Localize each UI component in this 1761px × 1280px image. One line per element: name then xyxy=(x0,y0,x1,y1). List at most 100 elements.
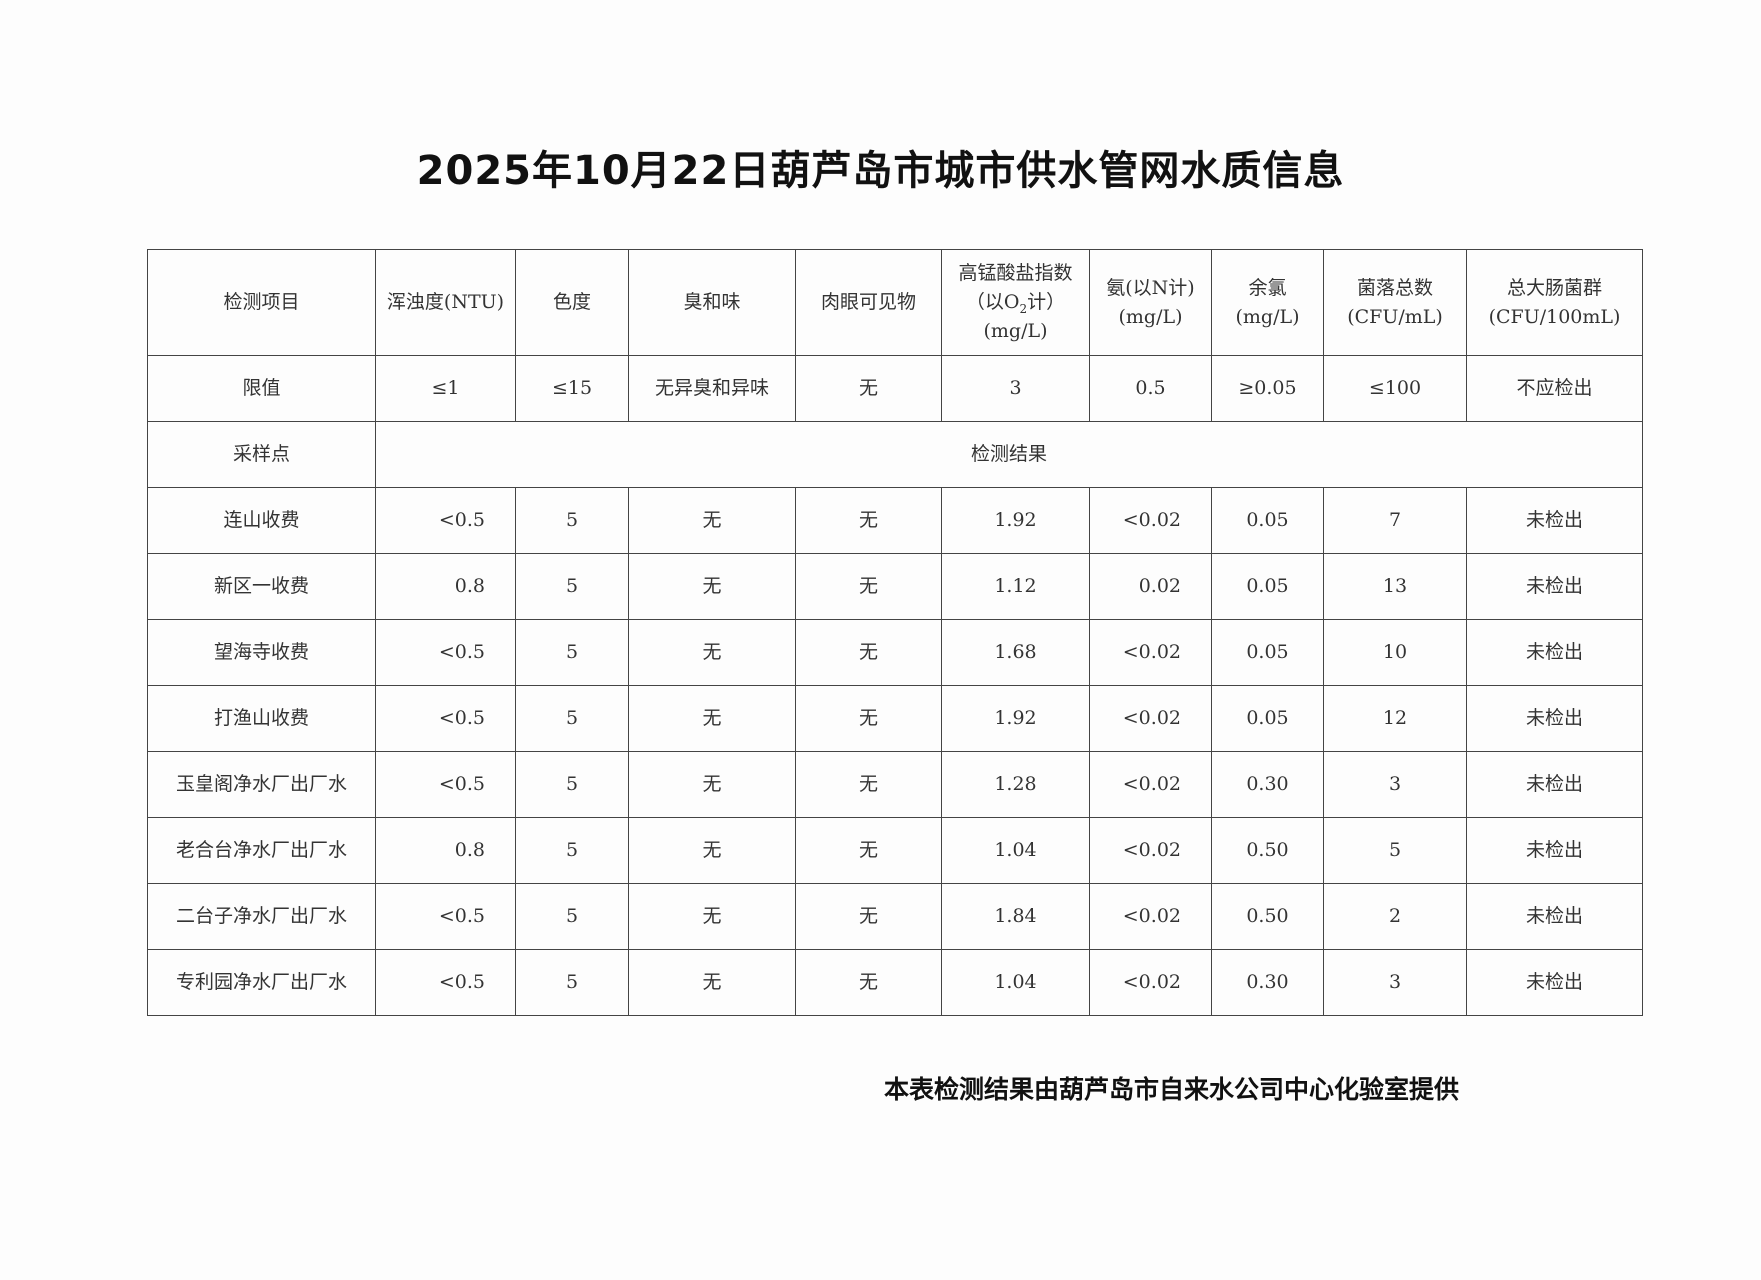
header-line: 高锰酸盐指数 xyxy=(958,262,1073,285)
result-cell: 0.8 xyxy=(375,817,516,884)
sampling-point-label: 采样点 xyxy=(147,421,376,488)
sampling-point-cell: 二台子净水厂出厂水 xyxy=(147,883,376,950)
result-cell: 未检出 xyxy=(1466,817,1643,884)
result-cell: 5 xyxy=(515,949,629,1016)
result-cell: 0.50 xyxy=(1211,817,1324,884)
water-quality-table: 检测项目 浑浊度(NTU) 色度 臭和味 肉眼可见物 高锰酸盐指数 （以O2计）(… xyxy=(147,249,1643,1016)
result-cell: 无 xyxy=(628,487,796,554)
limit-cell: ≤1 xyxy=(375,355,516,422)
result-cell: 2 xyxy=(1323,883,1467,950)
header-line: 余氯 xyxy=(1248,277,1287,299)
results-label: 检测结果 xyxy=(375,421,1643,488)
sampling-point-cell: 新区一收费 xyxy=(147,553,376,620)
result-cell: 无 xyxy=(628,883,796,950)
result-cell: 0.05 xyxy=(1211,553,1324,620)
result-cell: 未检出 xyxy=(1466,685,1643,752)
result-cell: <0.5 xyxy=(375,619,516,686)
result-cell: <0.02 xyxy=(1089,685,1212,752)
result-cell: 1.92 xyxy=(941,685,1090,752)
result-cell: <0.02 xyxy=(1089,883,1212,950)
result-cell: <0.5 xyxy=(375,949,516,1016)
limit-cell: ≥0.05 xyxy=(1211,355,1324,422)
result-cell: 无 xyxy=(628,949,796,1016)
sampling-point-cell: 打渔山收费 xyxy=(147,685,376,752)
result-cell: 1.04 xyxy=(941,949,1090,1016)
result-cell: <0.02 xyxy=(1089,487,1212,554)
result-cell: 1.92 xyxy=(941,487,1090,554)
header-cell: 臭和味 xyxy=(628,249,796,356)
result-cell: 0.05 xyxy=(1211,685,1324,752)
table-row: 专利园净水厂出厂水 <0.5 5 无无 1.04 <0.02 0.30 3 未检出 xyxy=(147,949,1643,1016)
result-cell: 5 xyxy=(515,553,629,620)
result-cell: 无 xyxy=(795,949,942,1016)
result-cell: 无 xyxy=(795,817,942,884)
result-cell: 13 xyxy=(1323,553,1467,620)
result-cell: 无 xyxy=(795,619,942,686)
result-cell: 1.04 xyxy=(941,817,1090,884)
header-line: 菌落总数 xyxy=(1356,277,1433,299)
result-cell: 12 xyxy=(1323,685,1467,752)
header-line: （以O xyxy=(965,290,1020,313)
result-cell: 无 xyxy=(628,553,796,620)
result-cell: 5 xyxy=(515,883,629,950)
result-cell: 未检出 xyxy=(1466,751,1643,818)
sampling-point-cell: 连山收费 xyxy=(147,487,376,554)
result-cell: 未检出 xyxy=(1466,619,1643,686)
result-cell: 0.50 xyxy=(1211,883,1324,950)
result-cell: 7 xyxy=(1323,487,1467,554)
result-cell: 无 xyxy=(628,817,796,884)
result-cell: 0.02 xyxy=(1089,553,1212,620)
table-row: 玉皇阁净水厂出厂水 <0.5 5 无无 1.28 <0.02 0.30 3 未检出 xyxy=(147,751,1643,818)
result-cell: 无 xyxy=(795,553,942,620)
result-cell: 5 xyxy=(1323,817,1467,884)
table-row: 二台子净水厂出厂水 <0.5 5 无无 1.84 <0.02 0.50 2 未检出 xyxy=(147,883,1643,950)
header-cell: 菌落总数 (CFU/mL) xyxy=(1323,249,1467,356)
result-cell: 0.8 xyxy=(375,553,516,620)
result-cell: 5 xyxy=(515,817,629,884)
result-cell: <0.5 xyxy=(375,487,516,554)
header-subscript: 2 xyxy=(1019,301,1028,316)
table-row: 打渔山收费 <0.5 5 无无 1.92 <0.02 0.05 12 未检出 xyxy=(147,685,1643,752)
sampling-point-cell: 专利园净水厂出厂水 xyxy=(147,949,376,1016)
result-cell: 无 xyxy=(628,751,796,818)
result-cell: 无 xyxy=(628,685,796,752)
result-cell: 0.30 xyxy=(1211,949,1324,1016)
result-cell: 0.05 xyxy=(1211,619,1324,686)
header-line: 计） xyxy=(1027,290,1066,313)
result-cell: 未检出 xyxy=(1466,553,1643,620)
limit-cell: 3 xyxy=(941,355,1090,422)
header-cell: 高锰酸盐指数 （以O2计） (mg/L) xyxy=(941,249,1090,356)
result-cell: 未检出 xyxy=(1466,883,1643,950)
limit-cell: 0.5 xyxy=(1089,355,1212,422)
header-cell: 总大肠菌群 (CFU/100mL) xyxy=(1466,249,1643,356)
result-cell: 1.84 xyxy=(941,883,1090,950)
footer-note: 本表检测结果由葫芦岛市自来水公司中心化验室提供 xyxy=(884,1075,1460,1104)
result-cell: 无 xyxy=(795,487,942,554)
result-cell: 5 xyxy=(515,487,629,554)
result-cell: 3 xyxy=(1323,751,1467,818)
result-cell: 0.30 xyxy=(1211,751,1324,818)
header-line: (mg/L) xyxy=(983,320,1048,343)
section-row: 采样点 检测结果 xyxy=(147,421,1643,488)
header-cell: 余氯 (mg/L) xyxy=(1211,249,1324,356)
limit-cell: ≤100 xyxy=(1323,355,1467,422)
table-row: 连山收费 <0.5 5 无无 1.92 <0.02 0.05 7 未检出 xyxy=(147,487,1643,554)
result-cell: <0.5 xyxy=(375,883,516,950)
result-cell: 0.05 xyxy=(1211,487,1324,554)
header-line: (CFU/mL) xyxy=(1347,305,1443,328)
header-line: (mg/L) xyxy=(1235,305,1300,328)
result-cell: <0.5 xyxy=(375,751,516,818)
limit-cell: 不应检出 xyxy=(1466,355,1643,422)
limit-cell: ≤15 xyxy=(515,355,629,422)
result-cell: <0.5 xyxy=(375,685,516,752)
result-cell: 未检出 xyxy=(1466,487,1643,554)
header-line: 总大肠菌群 xyxy=(1506,277,1602,299)
limits-label: 限值 xyxy=(147,355,376,422)
header-line: (mg/L) xyxy=(1118,305,1183,328)
result-cell: 1.28 xyxy=(941,751,1090,818)
header-cell: 浑浊度(NTU) xyxy=(375,249,516,356)
result-cell: 1.68 xyxy=(941,619,1090,686)
sampling-point-cell: 玉皇阁净水厂出厂水 xyxy=(147,751,376,818)
limit-cell: 无 xyxy=(795,355,942,422)
result-cell: 1.12 xyxy=(941,553,1090,620)
